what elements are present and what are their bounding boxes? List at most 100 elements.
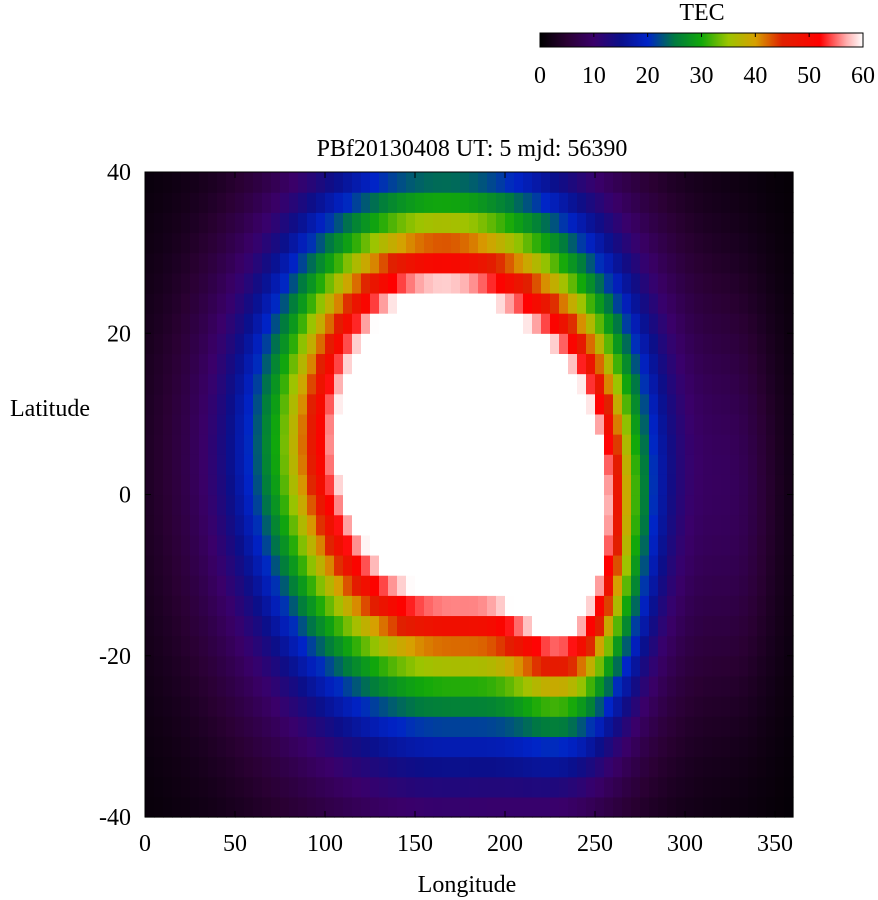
- heatmap-cell: [775, 736, 785, 758]
- heatmap-cell: [226, 413, 236, 435]
- heatmap-cell: [505, 353, 515, 375]
- heatmap-cell: [307, 454, 317, 475]
- heatmap-cell: [307, 373, 317, 395]
- heatmap-cell: [721, 373, 731, 395]
- heatmap-cell: [433, 595, 443, 617]
- heatmap-cell: [415, 172, 425, 193]
- heatmap-cell: [631, 615, 641, 637]
- heatmap-cell: [325, 212, 335, 234]
- heatmap-cell: [379, 272, 389, 294]
- heatmap-cell: [676, 454, 686, 475]
- heatmap-cell: [226, 716, 236, 737]
- heatmap-cell: [559, 615, 569, 637]
- heatmap-cell: [595, 272, 605, 294]
- heatmap-cell: [325, 514, 335, 536]
- heatmap-cell: [460, 373, 470, 395]
- heatmap-cell: [298, 313, 308, 334]
- heatmap-cell: [397, 514, 407, 536]
- heatmap-cell: [316, 494, 326, 516]
- heatmap-cell: [658, 494, 668, 516]
- heatmap-cell: [757, 212, 767, 234]
- heatmap-cell: [190, 615, 200, 637]
- heatmap-cell: [739, 454, 749, 475]
- heatmap-cell: [451, 716, 461, 737]
- heatmap-cell: [451, 272, 461, 294]
- heatmap-cell: [640, 534, 650, 556]
- heatmap-cell: [595, 615, 605, 637]
- heatmap-cell: [721, 393, 731, 415]
- heatmap-cell: [424, 454, 434, 475]
- heatmap-cell: [613, 353, 623, 375]
- heatmap-cell: [208, 635, 218, 657]
- heatmap-cell: [172, 776, 182, 798]
- heatmap-cell: [586, 595, 596, 617]
- heatmap-cell: [244, 534, 254, 556]
- heatmap-cell: [145, 554, 155, 576]
- heatmap-cell: [307, 716, 317, 737]
- heatmap-cell: [613, 796, 623, 818]
- heatmap-cell: [307, 333, 317, 355]
- heatmap-cell: [721, 232, 731, 254]
- heatmap-cell: [640, 454, 650, 475]
- heatmap-cell: [532, 514, 542, 536]
- heatmap-cell: [361, 696, 371, 717]
- heatmap-cell: [325, 413, 335, 435]
- heatmap-cell: [172, 494, 182, 516]
- heatmap-cell: [739, 756, 749, 778]
- heatmap-cell: [163, 454, 173, 475]
- heatmap-cell: [703, 252, 713, 274]
- heatmap-cell: [541, 635, 551, 657]
- heatmap-cell: [460, 736, 470, 758]
- heatmap-cell: [487, 333, 497, 355]
- heatmap-cell: [676, 333, 686, 355]
- heatmap-cell: [550, 333, 560, 355]
- heatmap-cell: [388, 172, 398, 193]
- heatmap-cell: [676, 212, 686, 234]
- heatmap-cell: [496, 353, 506, 375]
- heatmap-cell: [541, 534, 551, 556]
- heatmap-cell: [595, 696, 605, 717]
- heatmap-cell: [379, 232, 389, 254]
- heatmap-cell: [244, 575, 254, 596]
- heatmap-cell: [208, 575, 218, 596]
- heatmap-cell: [694, 373, 704, 395]
- heatmap-cell: [595, 796, 605, 818]
- heatmap-cell: [757, 333, 767, 355]
- heatmap-cell: [343, 776, 353, 798]
- heatmap-cell: [415, 494, 425, 516]
- heatmap-cell: [487, 474, 497, 496]
- heatmap-cell: [262, 212, 272, 234]
- heatmap-cell: [397, 252, 407, 274]
- heatmap-cell: [298, 353, 308, 375]
- heatmap-cell: [253, 454, 263, 475]
- heatmap-cell: [307, 615, 317, 637]
- heatmap-cell: [415, 716, 425, 737]
- heatmap-cell: [739, 172, 749, 193]
- heatmap-cell: [523, 675, 533, 697]
- heatmap-cell: [379, 252, 389, 274]
- heatmap-cell: [685, 776, 695, 798]
- heatmap-cell: [478, 796, 488, 818]
- heatmap-cell: [478, 776, 488, 798]
- heatmap-cell: [145, 393, 155, 415]
- heatmap-cell: [145, 434, 155, 455]
- heatmap-cell: [775, 333, 785, 355]
- heatmap-cell: [676, 474, 686, 496]
- heatmap-cell: [244, 736, 254, 758]
- heatmap-cell: [478, 756, 488, 778]
- heatmap-cell: [631, 655, 641, 677]
- heatmap-cell: [397, 716, 407, 737]
- heatmap-cell: [172, 635, 182, 657]
- heatmap-cell: [640, 333, 650, 355]
- heatmap-cell: [379, 554, 389, 576]
- heatmap-cell: [352, 212, 362, 234]
- heatmap-cell: [460, 494, 470, 516]
- heatmap-cell: [397, 232, 407, 254]
- heatmap-cell: [523, 514, 533, 536]
- heatmap-cell: [685, 292, 695, 314]
- heatmap-cell: [172, 675, 182, 697]
- heatmap-cell: [145, 212, 155, 234]
- heatmap-cell: [739, 675, 749, 697]
- heatmap-cell: [595, 736, 605, 758]
- heatmap-cell: [316, 292, 326, 314]
